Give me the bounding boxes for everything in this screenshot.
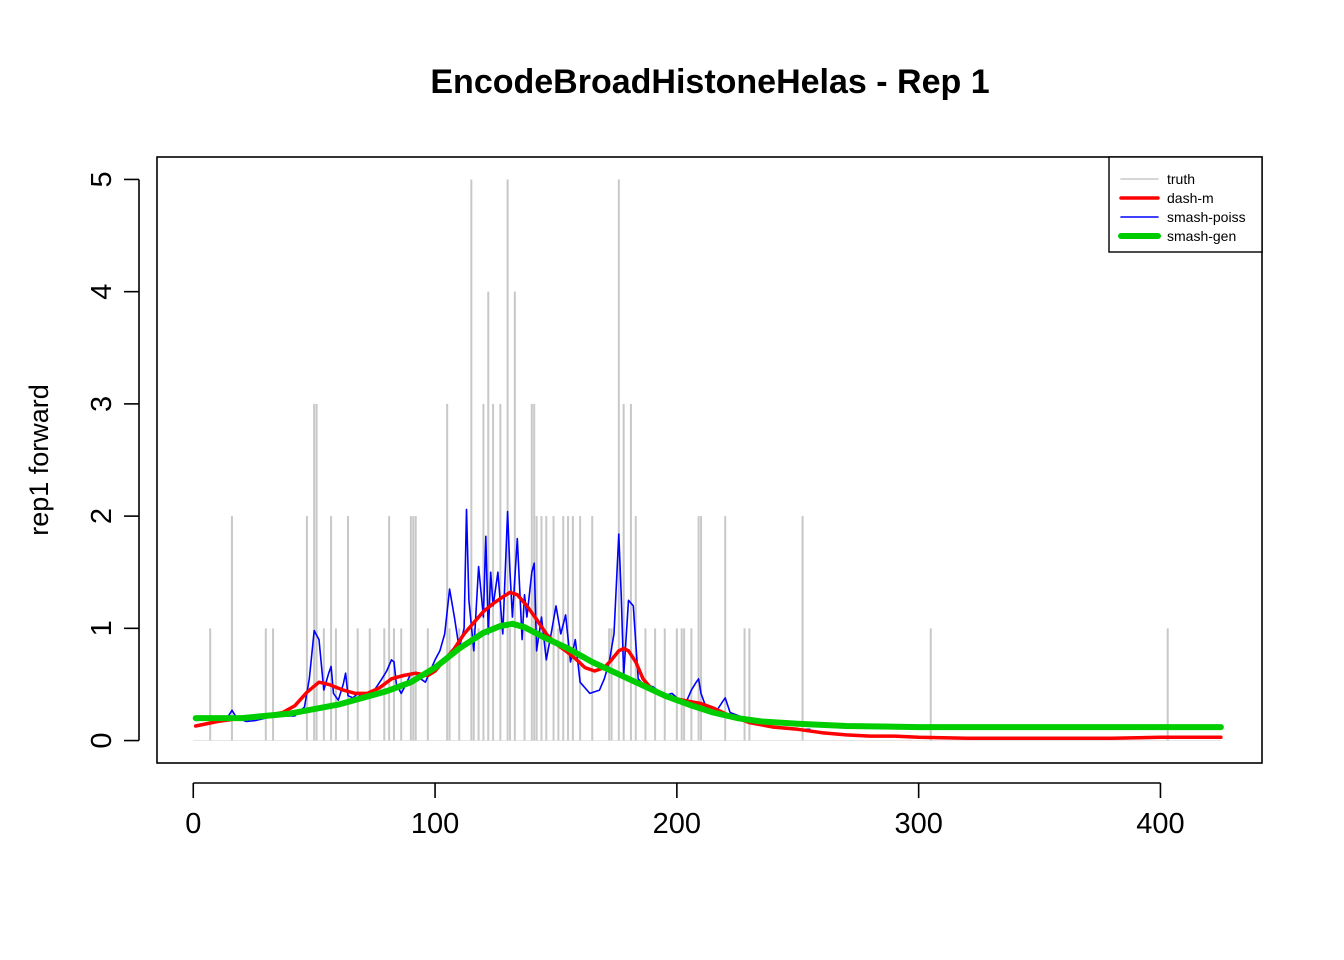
x-tick-label: 0 bbox=[185, 808, 201, 840]
series-line-smash-poiss bbox=[194, 508, 811, 731]
series-line-dash-m bbox=[193, 590, 1223, 741]
y-axis: 0 1 2 3 4 5 bbox=[86, 171, 140, 749]
y-tick-label: 3 bbox=[86, 396, 118, 412]
y-tick-label: 4 bbox=[86, 284, 118, 300]
legend-label-smash-poiss: smash-poiss bbox=[1167, 209, 1246, 225]
x-tick-label: 300 bbox=[894, 808, 942, 840]
x-tick-label: 400 bbox=[1136, 808, 1184, 840]
y-tick-label: 1 bbox=[86, 620, 118, 636]
series-line-smash-gen bbox=[192, 620, 1224, 731]
legend-label-smash-gen: smash-gen bbox=[1167, 228, 1236, 244]
legend-label-truth: truth bbox=[1167, 171, 1195, 187]
plot-area bbox=[192, 179, 1224, 742]
y-tick-label: 5 bbox=[86, 171, 118, 187]
y-tick-label: 2 bbox=[86, 508, 118, 524]
x-axis: 0 100 200 300 400 bbox=[185, 782, 1185, 840]
y-axis-label: rep1 forward bbox=[24, 384, 54, 536]
legend-label-dash-m: dash-m bbox=[1167, 190, 1214, 206]
y-tick-label: 0 bbox=[86, 732, 118, 748]
plot-border bbox=[156, 156, 1263, 764]
x-tick-label: 200 bbox=[653, 808, 701, 840]
chart-title: EncodeBroadHistoneHelas - Rep 1 bbox=[430, 63, 989, 101]
legend: truth dash-m smash-poiss smash-gen bbox=[1108, 156, 1263, 253]
x-tick-label: 100 bbox=[411, 808, 459, 840]
